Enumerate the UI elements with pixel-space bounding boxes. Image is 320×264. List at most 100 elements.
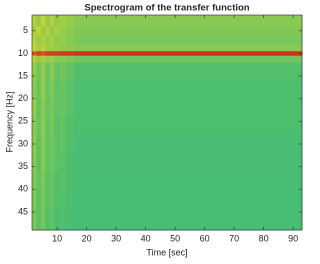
heatmap-cell [130, 51, 161, 57]
x-tick-label: 60 [200, 233, 210, 243]
heatmap-cell [49, 207, 55, 231]
heatmap-cell [60, 15, 67, 27]
heatmap-cell [49, 80, 55, 100]
y-tick-label: 25 [18, 116, 28, 126]
heatmap-cell [130, 26, 161, 36]
heatmap-cell [40, 26, 46, 36]
heatmap-cell [40, 55, 46, 63]
heatmap-cell [60, 134, 67, 154]
heatmap-cell [60, 55, 67, 63]
heatmap-cell [49, 153, 55, 172]
heatmap-cell [60, 98, 67, 118]
heatmap-cell [74, 98, 102, 118]
heatmap-cell [219, 55, 250, 63]
heatmap-cell [189, 116, 220, 136]
heatmap-cell [45, 51, 51, 57]
heatmap-cell [189, 44, 220, 52]
heatmap-cell [74, 116, 102, 136]
heatmap-cell [65, 15, 76, 27]
heatmap-cell [278, 62, 303, 82]
heatmap-cell [189, 55, 220, 63]
heatmap-cell [278, 171, 303, 190]
x-tick-label: 80 [259, 233, 269, 243]
heatmap-cell [54, 98, 61, 118]
heatmap-cell [54, 26, 61, 36]
heatmap-cell [36, 98, 42, 118]
heatmap-cell [74, 134, 102, 154]
heatmap-cell [130, 80, 161, 100]
heatmap-cell [32, 98, 37, 118]
heatmap-cell [65, 189, 76, 208]
heatmap-cell [60, 116, 67, 136]
heatmap-cell [45, 207, 51, 231]
heatmap-cell [45, 62, 51, 82]
heatmap-cell [248, 62, 279, 82]
heatmap-cell [45, 55, 51, 63]
heatmap-cell [32, 153, 37, 172]
heatmap-cell [36, 26, 42, 36]
heatmap-cell [278, 44, 303, 52]
heatmap-cell [278, 189, 303, 208]
heatmap-cell [45, 153, 51, 172]
heatmap-cell [189, 189, 220, 208]
heatmap-cell [278, 15, 303, 27]
heatmap-cell [40, 98, 46, 118]
heatmap-cell [49, 44, 55, 52]
heatmap-cell [32, 80, 37, 100]
heatmap-cell [160, 55, 191, 63]
heatmap-cell [54, 171, 61, 190]
heatmap-cell [65, 62, 76, 82]
heatmap-cell [32, 44, 37, 52]
heatmap-cell [278, 51, 303, 57]
heatmap-cell [49, 51, 55, 57]
heatmap-cell [54, 134, 61, 154]
heatmap-cell [65, 171, 76, 190]
heatmap-cell [60, 153, 67, 172]
heatmap-cell [189, 98, 220, 118]
y-tick-label: 40 [18, 184, 28, 194]
heatmap-cell [40, 116, 46, 136]
heatmap-cell [219, 44, 250, 52]
heatmap-cell [189, 134, 220, 154]
heatmap-cell [49, 35, 55, 45]
heatmap-cell [74, 189, 102, 208]
heatmap-cell [101, 51, 132, 57]
heatmap-cell [32, 116, 37, 136]
heatmap-cell [49, 62, 55, 82]
heatmap-cell [248, 55, 279, 63]
heatmap-cell [32, 189, 37, 208]
x-tick-label: 90 [288, 233, 298, 243]
heatmap-cell [45, 189, 51, 208]
heatmap-cell [189, 51, 220, 57]
heatmap-cell [101, 116, 132, 136]
heatmap-cell [130, 15, 161, 27]
heatmap-cell [101, 55, 132, 63]
heatmap-cell [40, 80, 46, 100]
heatmap-cell [101, 35, 132, 45]
heatmap-cell [101, 171, 132, 190]
heatmap-cell [60, 62, 67, 82]
heatmap-cell [189, 80, 220, 100]
heatmap-cell [74, 44, 102, 52]
heatmap-cell [40, 153, 46, 172]
heatmap-cell [278, 207, 303, 231]
heatmap-cell [40, 171, 46, 190]
heatmap-cell [101, 134, 132, 154]
heatmap-cell [248, 44, 279, 52]
heatmap-cell [60, 35, 67, 45]
heatmap-cell [45, 80, 51, 100]
heatmap-cell [219, 189, 250, 208]
heatmap-cell [54, 55, 61, 63]
heatmap-cell [278, 26, 303, 36]
heatmap-cell [49, 134, 55, 154]
heatmap-cell [160, 44, 191, 52]
heatmap-cell [65, 134, 76, 154]
y-tick-label: 15 [18, 70, 28, 80]
y-axis-label: Frequency [Hz] [4, 91, 14, 152]
heatmap-cell [40, 134, 46, 154]
heatmap-cell [101, 207, 132, 231]
heatmap-cell [160, 171, 191, 190]
heatmap-cell [49, 116, 55, 136]
heatmap-cell [74, 80, 102, 100]
heatmap-cell [219, 134, 250, 154]
